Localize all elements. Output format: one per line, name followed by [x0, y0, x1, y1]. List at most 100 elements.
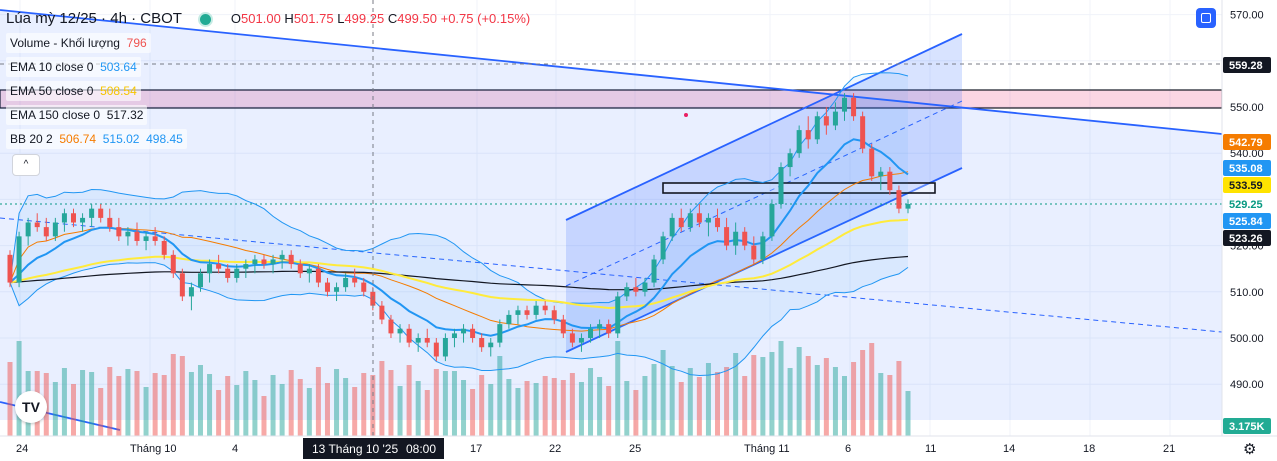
candle — [315, 264, 321, 288]
candle-body — [451, 333, 457, 338]
candle-body — [651, 259, 657, 283]
time-axis: 24 Tháng 10 4 17 22 25 Tháng 11 6 11 14 18 21 — [16, 443, 1175, 455]
candle-body — [107, 217, 113, 228]
candle-body — [388, 319, 394, 334]
candle — [887, 167, 893, 195]
candle — [651, 254, 657, 288]
candle-body — [297, 264, 303, 274]
symbol-title[interactable]: Lúa mỳ 12/25 · 4h · CBOT — [6, 10, 182, 27]
candle-body — [89, 208, 95, 218]
candle-body — [860, 116, 866, 149]
time-tick-label: 21 — [1163, 443, 1175, 455]
candle-body — [851, 97, 857, 117]
indicator-ema10[interactable]: EMA 10 close 0 503.64 — [6, 57, 141, 77]
candle — [70, 208, 76, 228]
crosshair-time-value: 08:00 — [406, 442, 436, 456]
candle-body — [188, 287, 194, 297]
candle — [98, 204, 104, 223]
candle — [588, 324, 594, 343]
candle-body — [16, 236, 22, 283]
volume-bar — [70, 384, 76, 436]
candle — [89, 204, 95, 228]
candle-body — [642, 282, 648, 292]
indicator-ema150[interactable]: EMA 150 close 0 517.32 — [6, 105, 148, 125]
candle — [125, 227, 131, 246]
volume-bar — [651, 364, 657, 436]
candle-body — [497, 324, 503, 343]
candles — [7, 93, 911, 362]
candle — [34, 213, 40, 232]
candle — [606, 319, 612, 338]
candle — [660, 231, 666, 265]
bb-upper-line — [9, 72, 909, 304]
candle — [25, 217, 31, 246]
volume-bar — [642, 376, 648, 436]
volume-bar — [461, 380, 467, 436]
candle — [896, 185, 902, 214]
price-badge-label: 559.28 — [1229, 60, 1263, 72]
candle-body — [334, 287, 340, 292]
time-tick-label: 25 — [629, 443, 641, 455]
fullscreen-button[interactable] — [1196, 8, 1216, 28]
candle-body — [379, 305, 385, 320]
candle-body — [506, 314, 512, 325]
candle-body — [787, 153, 793, 168]
candle — [197, 268, 203, 292]
volume-bar — [860, 350, 866, 436]
price-badge: 529.25 — [1223, 196, 1271, 212]
candle-body — [397, 328, 403, 334]
volume-bar — [61, 368, 67, 436]
candle-body — [669, 217, 675, 237]
candle-body — [842, 97, 848, 112]
candle-body — [733, 231, 739, 246]
candle — [324, 277, 330, 297]
volume-bar — [415, 381, 421, 436]
candle-body — [52, 222, 58, 237]
chevron-up-icon[interactable]: ^ — [12, 154, 40, 176]
bb-lower-line — [9, 262, 909, 377]
volume-bar — [615, 341, 621, 436]
candle — [479, 333, 485, 352]
candle-body — [161, 240, 167, 255]
candle — [52, 217, 58, 241]
candle-body — [488, 342, 494, 348]
candle-body — [796, 130, 802, 154]
volume-bar — [125, 369, 131, 436]
volume-bar — [197, 365, 203, 436]
volume-bar — [760, 357, 766, 436]
volume-bar — [297, 379, 303, 436]
candle-body — [324, 282, 330, 292]
crosshair-time-label: 13 Tháng 10 '25 — [312, 442, 398, 456]
volume-bar — [787, 368, 793, 436]
indicator-volume[interactable]: Volume - Khối lượng 796 — [6, 33, 151, 53]
gear-icon[interactable]: ⚙ — [1243, 441, 1257, 458]
volume-bar — [170, 354, 176, 436]
candle-body — [134, 231, 140, 241]
volume-bar — [687, 368, 693, 436]
price-badges: 559.28 542.79 535.08 533.59 529.25 525.84 523.… — [1223, 57, 1271, 434]
volume-bar — [533, 383, 539, 436]
volume-bar — [560, 380, 566, 436]
candle-body — [261, 259, 267, 265]
candle — [261, 254, 267, 269]
candle-body — [660, 236, 666, 260]
price-badge-label: 535.08 — [1229, 163, 1263, 175]
candle — [288, 250, 294, 269]
candle — [470, 324, 476, 343]
volume-bar — [370, 375, 376, 436]
indicator-bb[interactable]: BB 20 2 506.74 515.02 498.45 — [6, 129, 187, 149]
candle — [361, 277, 367, 297]
candle-body — [769, 204, 775, 237]
candle — [669, 213, 675, 241]
candle-body — [352, 277, 358, 283]
candle — [488, 338, 494, 357]
candle-body — [170, 254, 176, 274]
indicator-ema50[interactable]: EMA 50 close 0 508.54 — [6, 81, 141, 101]
price-badge-bg — [1223, 160, 1271, 176]
candle-body — [197, 273, 203, 288]
volume-bar — [252, 380, 258, 436]
tradingview-logo-icon[interactable]: TV — [15, 391, 47, 423]
candle — [243, 259, 249, 278]
candle-body — [470, 328, 476, 338]
